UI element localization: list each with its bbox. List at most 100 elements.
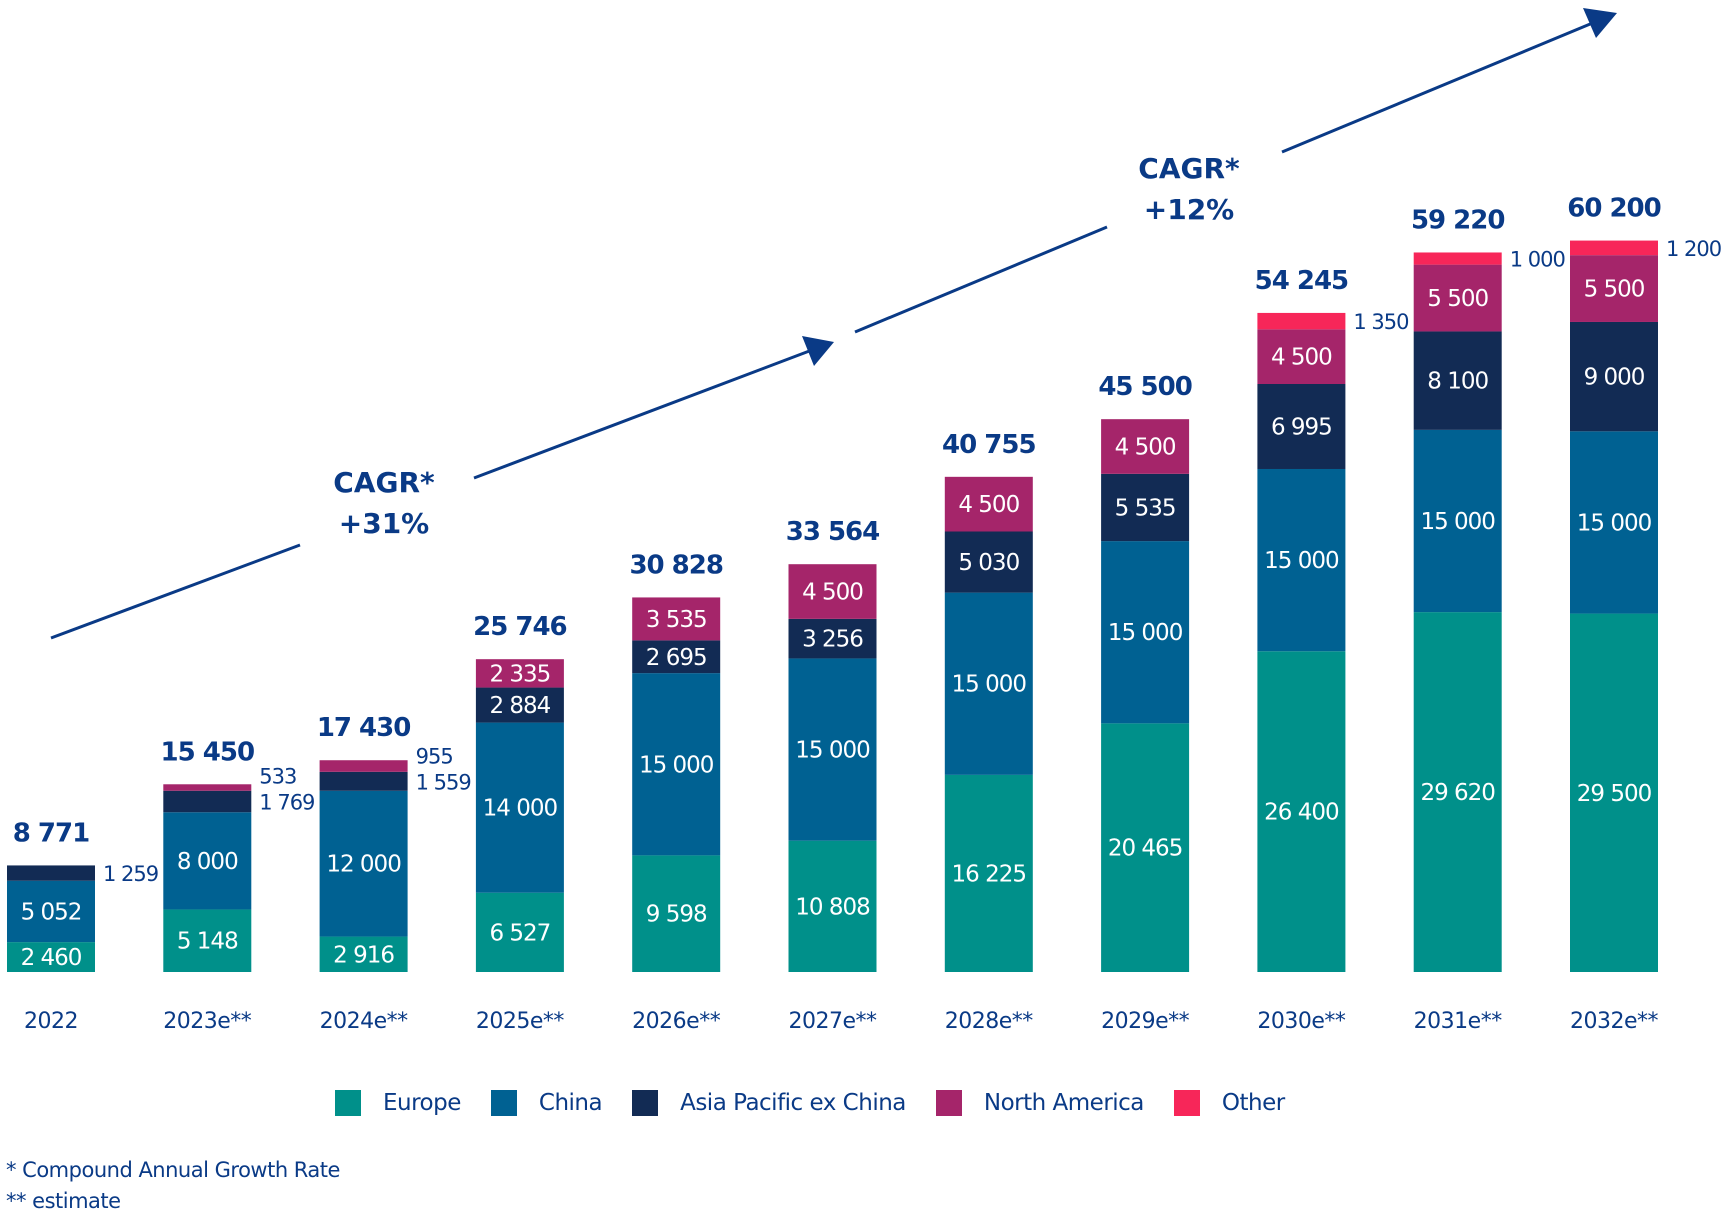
bar-segment-europe <box>475 892 564 972</box>
legend-label-europe: Europe <box>383 1090 461 1116</box>
segment-side-label-apac: 1 769 <box>259 791 314 815</box>
bar-segment-china <box>788 658 877 841</box>
bar-segment-apac <box>1570 321 1658 432</box>
bar-segment-apac <box>944 531 1033 593</box>
segment-label-china: 15 000 <box>1420 509 1495 535</box>
segment-side-label-apac: 1 259 <box>103 862 158 886</box>
category-label: 2023e** <box>163 1009 252 1034</box>
legend-label-china: China <box>538 1090 603 1116</box>
segment-label-apac: 3 256 <box>802 627 863 653</box>
segment-label-north-america: 4 500 <box>1115 435 1176 461</box>
category-label: 2032e** <box>1570 1009 1659 1034</box>
bar-segment-north-america <box>1101 419 1190 474</box>
bar-segment-china <box>7 880 95 943</box>
segment-side-label-north-america: 533 <box>259 765 296 789</box>
legend-label-apac: Asia Pacific ex China <box>680 1090 906 1116</box>
segment-label-europe: 2 460 <box>21 945 82 971</box>
segment-label-china: 15 000 <box>1108 620 1183 646</box>
segment-label-china: 15 000 <box>1264 548 1339 574</box>
category-label: 2030e** <box>1257 1009 1346 1034</box>
bar-segment-china <box>944 592 1033 775</box>
legend-item-north-america: North America <box>935 1090 1145 1116</box>
category-label: 2031e** <box>1414 1009 1503 1034</box>
total-label: 60 200 <box>1567 194 1661 224</box>
bar-segment-other <box>1570 240 1658 256</box>
segment-label-apac: 8 100 <box>1427 369 1488 395</box>
legend-label-north-america: North America <box>983 1090 1145 1116</box>
total-label: 54 245 <box>1255 266 1349 296</box>
bar-segment-apac <box>319 771 408 791</box>
legend-swatch-europe <box>335 1090 361 1116</box>
segment-label-north-america: 4 500 <box>802 580 863 606</box>
bar-segment-north-america <box>1570 255 1658 322</box>
segment-side-label-other: 1 200 <box>1666 237 1721 261</box>
segment-label-europe: 26 400 <box>1264 800 1339 826</box>
legend-swatch-north-america <box>935 1090 962 1116</box>
segment-label-europe: 5 148 <box>177 929 238 955</box>
bar-segment-china <box>632 673 721 856</box>
footnote-cagr: * Compound Annual Growth Rate <box>6 1158 340 1182</box>
segment-label-china: 5 052 <box>21 899 82 925</box>
legend-item-china: China <box>490 1090 603 1116</box>
bar-segment-europe <box>788 840 877 972</box>
total-label: 33 564 <box>786 517 880 547</box>
bar-segment-europe <box>944 774 1033 972</box>
segment-label-china: 14 000 <box>483 796 558 822</box>
category-label: 2028e** <box>945 1009 1034 1034</box>
cagr-2-title: CAGR* <box>1138 152 1240 185</box>
category-label: 2025e** <box>476 1009 565 1034</box>
legend-swatch-china <box>490 1090 517 1116</box>
segment-label-north-america: 3 535 <box>646 607 707 633</box>
bar-segment-europe <box>319 936 408 972</box>
bar-segment-europe <box>1413 612 1502 972</box>
bar-segment-china <box>1101 541 1190 724</box>
segment-label-apac: 2 695 <box>646 645 707 671</box>
cagr-arrow-2-line-b <box>1281 20 1596 154</box>
cagr-2-value: +12% <box>1144 193 1234 226</box>
bar-segment-north-america <box>475 659 564 688</box>
total-label: 17 430 <box>317 713 411 743</box>
segment-label-europe: 20 465 <box>1108 836 1182 862</box>
bar-segment-europe <box>1570 613 1658 972</box>
segment-label-apac: 2 884 <box>489 693 550 719</box>
bar-segment-other <box>1257 312 1346 330</box>
segment-side-label-north-america: 955 <box>416 744 453 768</box>
segment-label-europe: 6 527 <box>489 920 550 946</box>
segment-label-china: 15 000 <box>795 738 870 764</box>
total-label: 15 450 <box>161 737 255 767</box>
segment-label-europe: 29 620 <box>1420 780 1495 806</box>
bar-segment-north-america <box>163 784 252 791</box>
bar-segment-apac <box>788 618 877 659</box>
bar-segment-europe <box>1257 651 1346 972</box>
bar-segment-north-america <box>1257 329 1346 385</box>
bar-segment-china <box>475 722 564 893</box>
legend-label-other: Other <box>1221 1090 1285 1116</box>
bar-segment-apac <box>1413 331 1502 430</box>
bar-segment-europe <box>163 909 252 972</box>
cagr-1-value: +31% <box>339 507 429 540</box>
segment-label-apac: 9 000 <box>1584 365 1645 391</box>
bar-segment-europe <box>1101 723 1190 972</box>
category-label: 2026e** <box>632 1009 721 1034</box>
segment-side-label-apac: 1 559 <box>416 770 471 794</box>
segment-label-north-america: 4 500 <box>958 492 1019 518</box>
segment-label-north-america: 5 500 <box>1584 277 1645 303</box>
bar-segment-north-america <box>632 597 721 641</box>
legend-item-apac: Asia Pacific ex China <box>632 1090 906 1116</box>
bar-segment-china <box>1257 468 1346 652</box>
cagr-arrow-1-head <box>802 336 834 366</box>
bar-segment-europe <box>632 855 721 972</box>
total-label: 30 828 <box>629 550 723 580</box>
segment-side-label-other: 1 350 <box>1353 310 1408 334</box>
total-label: 59 220 <box>1411 205 1505 235</box>
legend-swatch-apac <box>632 1090 659 1116</box>
legend: Europe China Asia Pacific ex China North… <box>335 1090 1315 1116</box>
total-label: 40 755 <box>942 430 1036 460</box>
bar-segment-apac <box>1257 384 1346 469</box>
segment-label-apac: 6 995 <box>1271 414 1332 440</box>
bar-segment-china <box>1570 431 1658 614</box>
bar-segment-china <box>319 790 408 937</box>
segment-label-apac: 5 535 <box>1115 495 1176 521</box>
bar-segment-china <box>1413 429 1502 613</box>
